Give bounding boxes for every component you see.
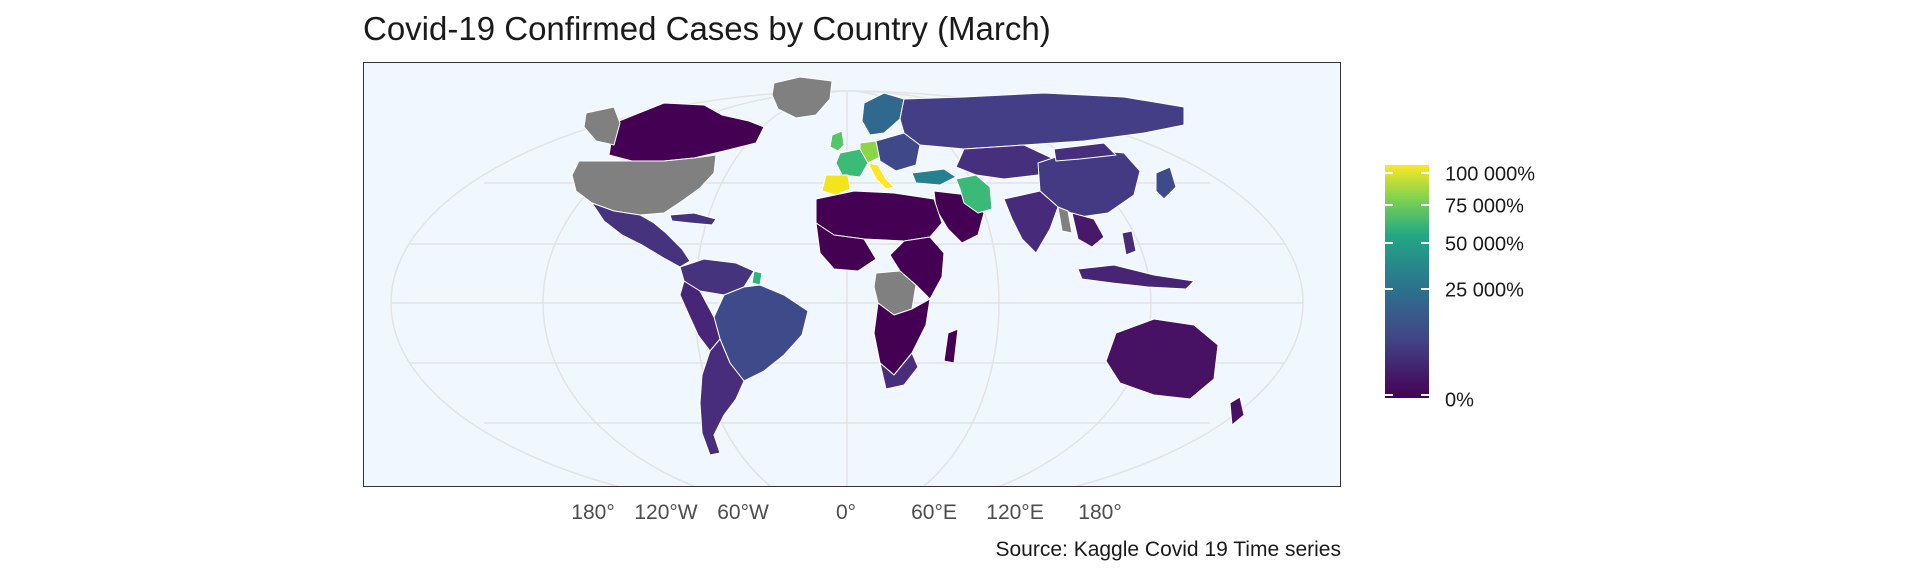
- legend-colorbar: [1385, 165, 1429, 398]
- french-guiana: [751, 270, 763, 286]
- north-africa: [815, 190, 943, 242]
- graticule: [390, 90, 1304, 486]
- source-caption: Source: Kaggle Covid 19 Time series: [995, 538, 1341, 561]
- india: [1003, 190, 1059, 254]
- greenland: [771, 76, 833, 119]
- madagascar: [943, 328, 959, 364]
- legend-label: 25 000%: [1445, 279, 1524, 302]
- australia: [1105, 318, 1219, 400]
- spain: [821, 174, 851, 196]
- legend-label: 100 000%: [1445, 163, 1536, 186]
- germany: [859, 140, 881, 164]
- russia: [899, 92, 1185, 150]
- x-tick-label: 180°: [571, 501, 615, 524]
- italy: [867, 162, 895, 190]
- united-states: [571, 154, 717, 216]
- mexico: [591, 202, 691, 268]
- color-legend: 100 000% 75 000% 50 000% 25 000% 0%: [1385, 163, 1645, 412]
- chart-title: Covid-19 Confirmed Cases by Country (Mar…: [363, 10, 1051, 47]
- philippines: [1121, 230, 1137, 256]
- legend-label: 50 000%: [1445, 233, 1524, 256]
- canada: [608, 102, 765, 162]
- scandinavia: [861, 92, 905, 136]
- x-tick-label: 120°W: [634, 501, 698, 524]
- iran: [955, 174, 993, 214]
- world-map: [390, 76, 1304, 486]
- new-zealand: [1229, 396, 1245, 426]
- caribbean: [669, 212, 717, 226]
- indonesia: [1077, 264, 1195, 290]
- southern-cone: [699, 338, 745, 456]
- south-africa: [879, 352, 919, 390]
- x-tick-label: 60°W: [717, 501, 769, 524]
- alaska: [583, 106, 621, 146]
- japan: [1155, 166, 1177, 200]
- x-tick-label: 0°: [835, 501, 857, 524]
- x-tick-label: 120°E: [986, 501, 1044, 524]
- legend-label: 0%: [1445, 389, 1474, 412]
- turkey: [911, 168, 957, 186]
- x-tick-label: 60°E: [911, 501, 957, 524]
- x-tick-label: 180°: [1078, 501, 1122, 524]
- map-panel: [363, 62, 1341, 487]
- west-africa: [815, 222, 877, 272]
- mongolia: [1053, 142, 1117, 162]
- central-asia: [955, 144, 1055, 180]
- legend-label: 75 000%: [1445, 195, 1524, 218]
- southern-africa: [873, 298, 931, 376]
- myanmar: [1057, 206, 1073, 234]
- southeast-asia: [1071, 212, 1105, 248]
- united-kingdom: [829, 130, 845, 152]
